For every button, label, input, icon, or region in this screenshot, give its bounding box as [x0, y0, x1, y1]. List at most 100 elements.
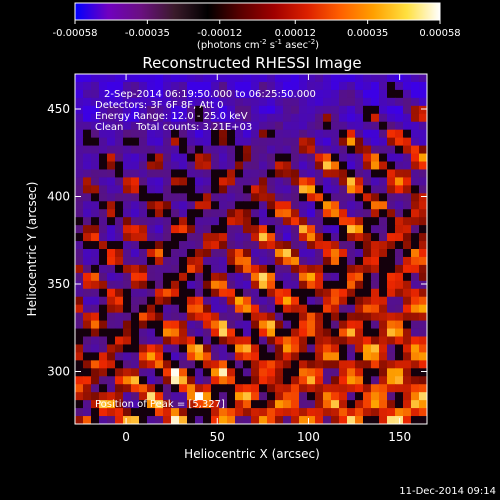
heatmap-cell: [195, 217, 204, 226]
heatmap-cell: [123, 288, 132, 298]
heatmap-cell: [83, 97, 92, 107]
heatmap-cell: [371, 169, 380, 178]
heatmap-cell: [395, 97, 404, 107]
colorbar-tick-label: 0.00035: [347, 28, 388, 39]
heatmap-cell: [179, 264, 188, 274]
heatmap-cell: [339, 256, 348, 266]
heatmap-cell: [371, 416, 380, 424]
heatmap-cell: [243, 336, 252, 346]
heatmap-cell: [291, 241, 300, 250]
heatmap-cell: [107, 256, 116, 266]
heatmap-cell: [283, 272, 292, 282]
heatmap-cell: [299, 161, 308, 171]
heatmap-cell: [91, 392, 100, 401]
heatmap-cell: [219, 177, 228, 186]
heatmap-cell: [243, 225, 252, 234]
heatmap-cell: [147, 408, 156, 417]
heatmap-cell: [411, 185, 420, 194]
heatmap-cell: [323, 113, 332, 123]
heatmap-cell: [419, 296, 427, 306]
heatmap-cell: [131, 320, 140, 330]
heatmap-cell: [187, 304, 196, 314]
heatmap-cell: [91, 408, 100, 417]
heatmap-cell: [267, 288, 276, 298]
heatmap-cell: [307, 201, 316, 210]
heatmap-cell: [299, 256, 308, 266]
heatmap-cell: [131, 352, 140, 361]
heatmap-cell: [363, 264, 372, 274]
heatmap-cell: [395, 304, 404, 314]
heatmap-cell: [147, 336, 156, 346]
heatmap-cell: [355, 368, 364, 377]
heatmap-cell: [139, 185, 148, 194]
heatmap-cell: [251, 312, 260, 322]
heatmap-cell: [371, 241, 380, 250]
heatmap-cell: [347, 280, 356, 290]
heatmap-cell: [99, 304, 108, 314]
heatmap-cell: [411, 169, 420, 178]
heatmap-cell: [251, 272, 260, 282]
heatmap-cell: [363, 392, 372, 401]
heatmap-cell: [131, 360, 140, 369]
heatmap-cell: [275, 312, 284, 322]
heatmap-cell: [131, 105, 140, 115]
heatmap-cell: [219, 264, 228, 274]
heatmap-cell: [323, 376, 332, 385]
heatmap-cell: [403, 376, 412, 385]
heatmap-cell: [299, 225, 308, 234]
heatmap-cell: [83, 74, 92, 83]
heatmap-cell: [123, 304, 132, 314]
heatmap-cell: [147, 352, 156, 361]
heatmap-cell: [123, 384, 132, 393]
heatmap-cell: [387, 137, 396, 147]
heatmap-cell: [195, 201, 204, 210]
heatmap-cell: [83, 193, 92, 202]
heatmap-cell: [187, 368, 196, 377]
heatmap-cell: [347, 408, 356, 417]
heatmap-cell: [163, 209, 172, 218]
heatmap-cell: [139, 217, 148, 226]
heatmap-cell: [363, 272, 372, 282]
heatmap-cell: [331, 209, 340, 218]
heatmap-cell: [115, 193, 124, 202]
heatmap-cell: [131, 272, 140, 282]
heatmap-cell: [267, 74, 276, 83]
heatmap-cell: [395, 320, 404, 330]
heatmap-cell: [307, 400, 316, 409]
heatmap-cell: [115, 74, 124, 83]
heatmap-cell: [107, 344, 116, 353]
heatmap-cell: [75, 304, 84, 314]
heatmap-cell: [315, 272, 324, 282]
heatmap-cell: [219, 89, 228, 99]
heatmap-cell: [91, 304, 100, 314]
heatmap-cell: [403, 217, 412, 226]
heatmap-cell: [275, 121, 284, 131]
heatmap-cell: [251, 193, 260, 202]
heatmap-cell: [371, 304, 380, 314]
heatmap-cell: [243, 320, 252, 330]
heatmap-cell: [403, 193, 412, 202]
heatmap-cell: [219, 249, 228, 258]
heatmap-cell: [251, 129, 260, 139]
heatmap-cell: [355, 280, 364, 290]
heatmap-cell: [387, 312, 396, 322]
heatmap-cell: [395, 129, 404, 139]
heatmap-cell: [275, 185, 284, 194]
heatmap-cell: [419, 264, 427, 274]
heatmap-cell: [307, 280, 316, 290]
heatmap-cell: [219, 360, 228, 369]
heatmap-cell: [347, 249, 356, 258]
heatmap-cell: [75, 161, 84, 171]
heatmap-cell: [163, 89, 172, 99]
heatmap-cell: [363, 400, 372, 409]
heatmap-cell: [235, 288, 244, 298]
heatmap-cell: [75, 137, 84, 147]
heatmap-cell: [315, 328, 324, 338]
heatmap-cell: [411, 256, 420, 266]
heatmap-cell: [387, 241, 396, 250]
heatmap-cell: [107, 416, 116, 424]
annotation-peak-position: Position of Peak = [5,327]: [95, 399, 225, 410]
heatmap-cell: [227, 416, 236, 424]
heatmap-cell: [275, 344, 284, 353]
heatmap-cell: [99, 89, 108, 99]
